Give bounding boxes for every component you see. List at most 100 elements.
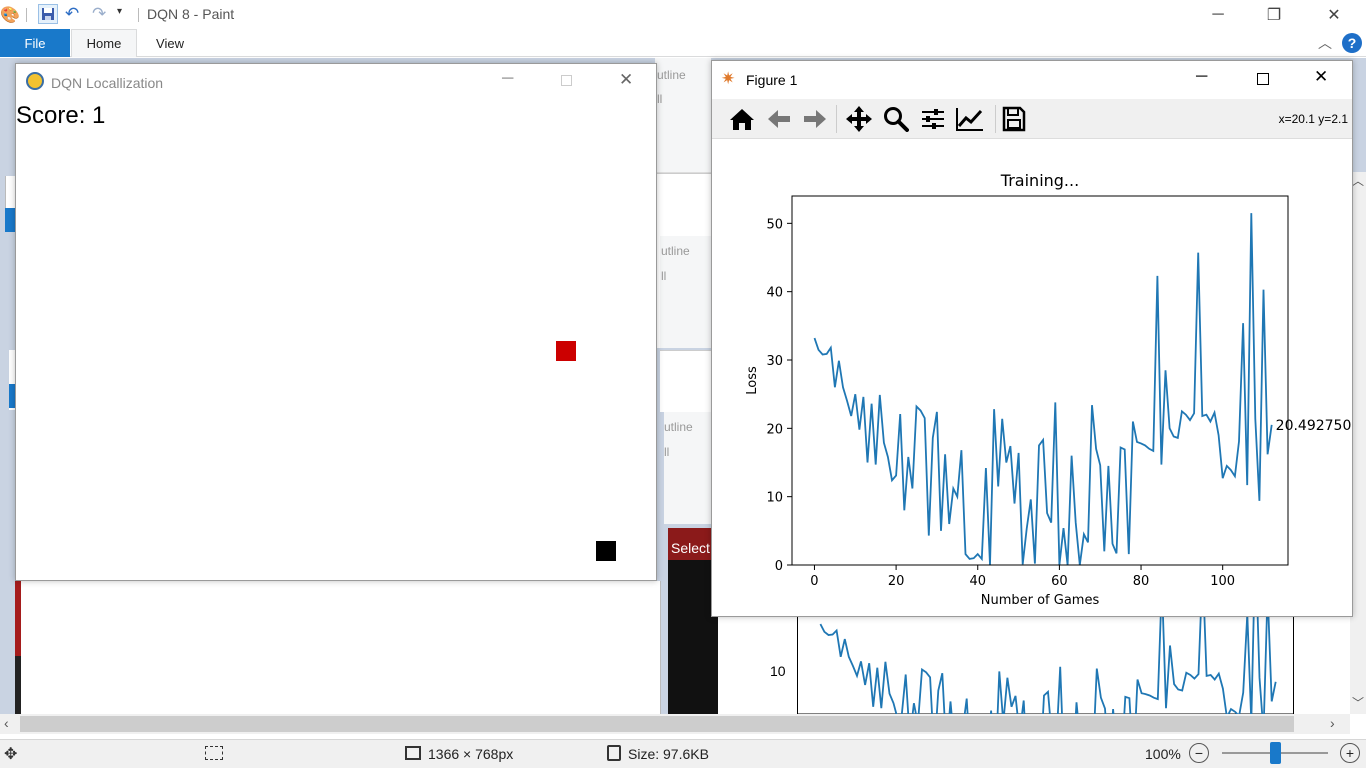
x-tick-label: 0 — [810, 574, 818, 589]
bg-fill-label-1: ll — [657, 92, 663, 106]
tab-file[interactable]: File — [0, 29, 70, 57]
bg-select-label: Select — [671, 540, 710, 556]
chart-title: Training... — [1000, 171, 1079, 190]
x-axis-label: Number of Games — [981, 593, 1100, 608]
bg-outline-label-3: utline — [664, 420, 693, 434]
scroll-up-icon[interactable]: ︿ — [1352, 174, 1365, 188]
zoom-icon[interactable] — [881, 105, 911, 133]
y-tick-label: 10 — [766, 491, 783, 506]
forward-icon[interactable] — [800, 105, 830, 133]
bg-outline-label-2: utline — [661, 244, 690, 258]
pygame-maximize-button[interactable] — [561, 75, 572, 86]
y-tick-label: 0 — [775, 559, 783, 574]
zoom-in-button[interactable]: + — [1340, 743, 1360, 763]
paint-titlebar: 🎨 ↶ ↷ ▾ DQN 8 - Paint ─ ❐ ✕ — [0, 0, 1366, 29]
scroll-right-icon[interactable]: › — [1330, 715, 1335, 731]
x-tick-label: 60 — [1051, 574, 1068, 589]
bg-left-blue-2 — [9, 384, 15, 408]
edit-axis-icon[interactable] — [955, 105, 985, 133]
bg-loss-series-line — [819, 615, 1277, 714]
paint-app-icon: 🎨 — [0, 7, 20, 24]
python-icon — [26, 72, 44, 90]
agent-square — [556, 341, 576, 361]
paint-window-title: DQN 8 - Paint — [147, 6, 235, 22]
pygame-window-title: DQN Locallization — [51, 75, 164, 91]
pygame-minimize-button[interactable]: ─ — [502, 70, 514, 87]
x-tick-label: 80 — [1133, 574, 1150, 589]
target-square — [596, 541, 616, 561]
loss-chart[interactable]: Training... 0 20 40 60 80 100 0 10 20 30 40 50 Number… — [712, 140, 1352, 616]
zoom-out-button[interactable]: − — [1189, 743, 1209, 763]
undo-icon[interactable]: ↶ — [65, 4, 80, 23]
zoom-slider-thumb[interactable] — [1270, 742, 1281, 764]
home-icon[interactable] — [727, 105, 757, 133]
cursor-position-icon: ✥ — [4, 746, 18, 763]
collapse-ribbon-icon[interactable]: ︿ — [1318, 35, 1332, 51]
ribbon-tabs: File Home View ︿ ? — [0, 29, 1366, 57]
image-dimensions: 1366 × 768px — [428, 746, 514, 762]
bg-panel-3 — [660, 350, 711, 412]
hscroll-thumb[interactable] — [20, 716, 1294, 732]
toolbar-separator-2 — [995, 105, 996, 133]
matplotlib-icon: ✷ — [721, 69, 736, 88]
pygame-titlebar: DQN Locallization ─ ✕ — [16, 64, 656, 100]
x-tick-label: 100 — [1210, 574, 1235, 589]
bg-chart-copy — [797, 615, 1294, 714]
file-size-icon — [607, 745, 621, 761]
bg-chart-ytick: 10 — [770, 663, 786, 679]
bg-left-strip-2 — [9, 350, 15, 410]
save-figure-icon[interactable] — [999, 105, 1029, 133]
image-size-icon — [405, 746, 421, 760]
y-tick-label: 20 — [766, 422, 783, 437]
y-axis-label: Loss — [745, 366, 760, 395]
figure-window-title: Figure 1 — [746, 72, 798, 88]
cursor-coordinates: x=20.1 y=2.1 — [1278, 112, 1348, 126]
bg-canvas-white — [21, 581, 661, 714]
last-value-annotation: 20.49275016 — [1276, 418, 1352, 434]
figure-close-button[interactable]: ✕ — [1314, 67, 1329, 86]
score-text: Score: 1 — [16, 102, 106, 129]
tab-view[interactable]: View — [156, 35, 184, 51]
bg-outline-label-1: utline — [657, 68, 686, 82]
paint-minimize-button[interactable]: ─ — [1212, 5, 1224, 23]
toolbar-separator — [836, 105, 837, 133]
back-icon[interactable] — [764, 105, 794, 133]
figure-minimize-button[interactable]: ─ — [1196, 68, 1208, 85]
bg-left-blue-1 — [5, 208, 15, 232]
file-size: Size: 97.6KB — [628, 746, 709, 762]
figure-window: ✷ Figure 1 ─ ✕ x=20.1 y=2.1 — [711, 60, 1353, 617]
y-tick-label: 50 — [766, 217, 783, 232]
paint-restore-button[interactable]: ❐ — [1266, 6, 1282, 24]
bg-left-red — [15, 581, 21, 656]
bg-fill-label-2: ll — [661, 269, 667, 283]
save-icon[interactable] — [38, 4, 58, 24]
pygame-close-button[interactable]: ✕ — [619, 70, 634, 89]
y-tick-label: 30 — [766, 354, 783, 369]
redo-icon[interactable]: ↷ — [92, 4, 107, 23]
scroll-left-icon[interactable]: ‹ — [4, 715, 9, 731]
figure-maximize-button[interactable] — [1257, 73, 1269, 85]
figure-toolbar: x=20.1 y=2.1 — [712, 99, 1352, 139]
bg-left-dark — [15, 656, 21, 714]
horizontal-scrollbar[interactable]: ‹ › — [0, 714, 1350, 734]
qat-divider-2 — [138, 8, 139, 22]
pan-icon[interactable] — [844, 105, 874, 133]
bg-panel-2-ribbon — [660, 236, 711, 348]
configure-icon[interactable] — [918, 105, 948, 133]
pygame-window: DQN Locallization ─ ✕ Score: 1 — [15, 63, 657, 581]
bg-ribbon-panel-1 — [655, 58, 711, 173]
selection-size-icon — [205, 746, 223, 760]
status-bar: ✥ 1366 × 768px Size: 97.6KB 100% − + — [0, 739, 1366, 768]
help-icon[interactable]: ? — [1342, 33, 1362, 53]
bg-fill-label-3: ll — [664, 445, 670, 459]
scroll-down-icon[interactable]: ﹀ — [1352, 696, 1365, 710]
paint-close-button[interactable]: ✕ — [1327, 6, 1341, 24]
x-tick-label: 40 — [969, 574, 986, 589]
tab-home[interactable]: Home — [71, 29, 137, 57]
y-tick-label: 40 — [766, 286, 783, 301]
bg-left-strip-1 — [5, 176, 15, 232]
vertical-scrollbar[interactable] — [1350, 172, 1366, 714]
qat-dropdown-icon[interactable]: ▾ — [117, 6, 123, 17]
loss-series-line — [813, 213, 1273, 565]
bg-select-bar — [668, 528, 716, 560]
